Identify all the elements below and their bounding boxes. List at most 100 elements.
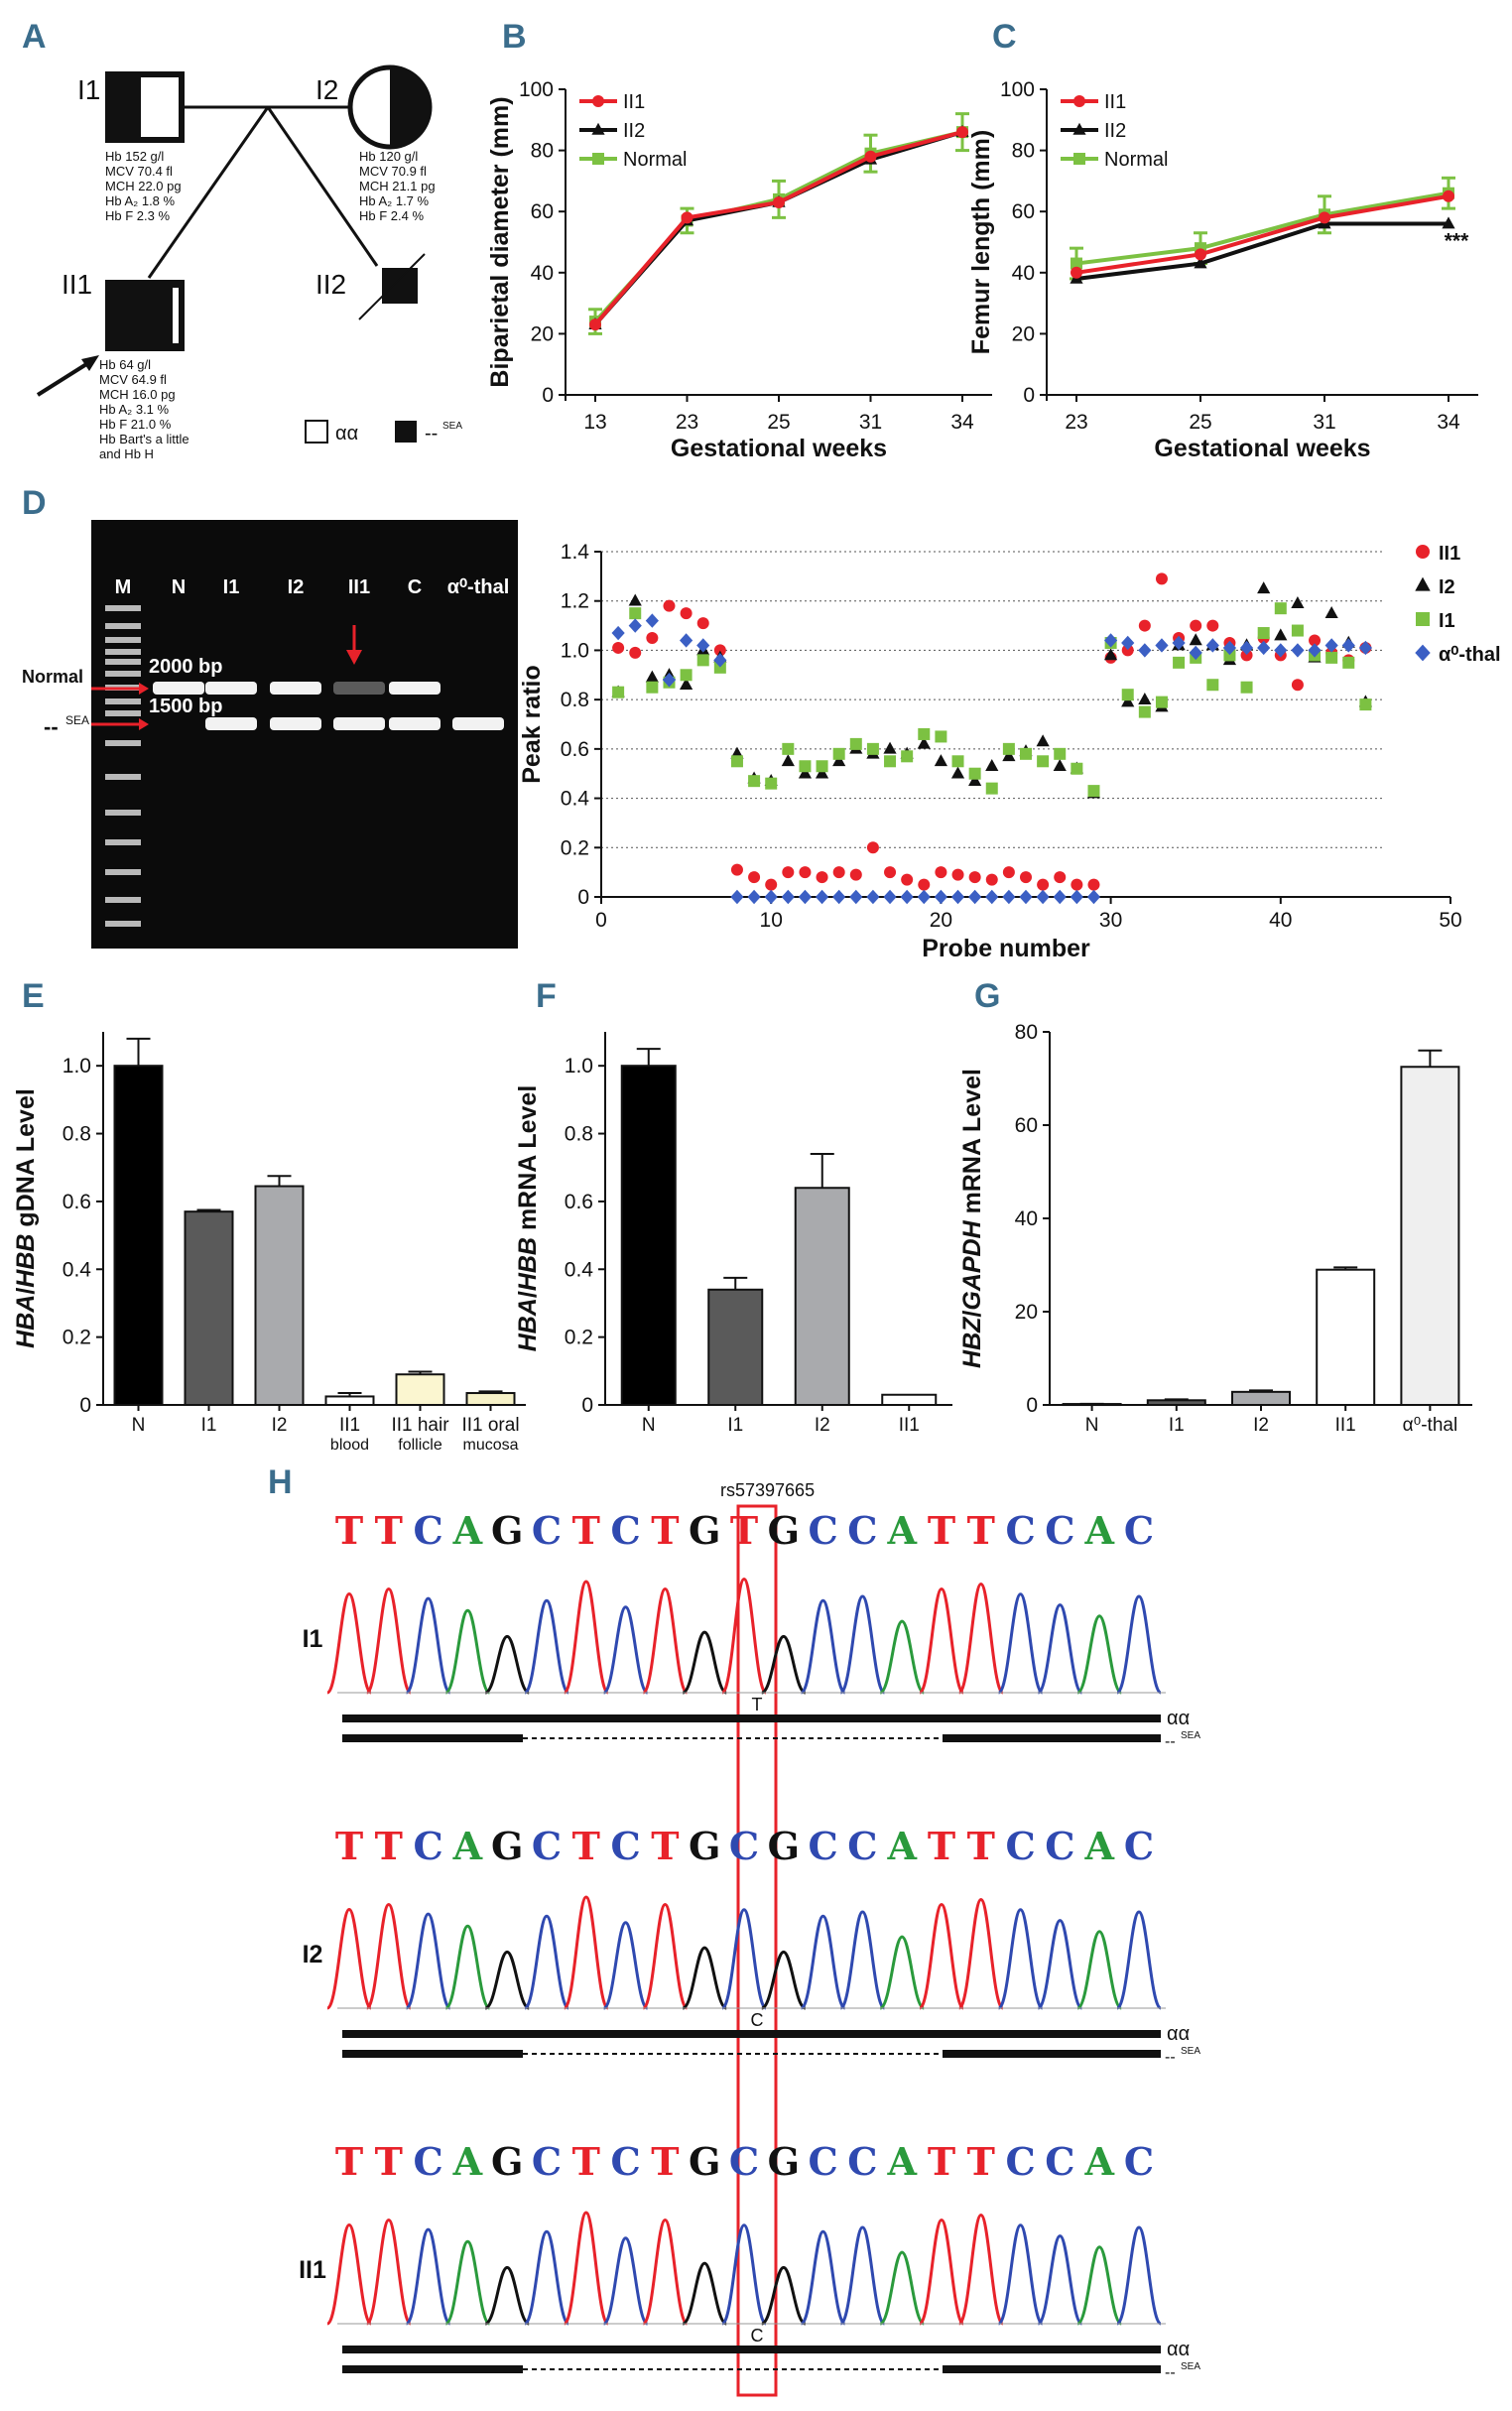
point-I2 [1189, 633, 1202, 646]
base-letter: C [1124, 2139, 1154, 2184]
point-α⁰-thal [696, 638, 710, 653]
base-letter: A [452, 1824, 483, 1868]
point-α⁰-thal [1308, 643, 1322, 658]
point-α⁰-thal [900, 889, 914, 905]
base-call: T [752, 1695, 763, 1714]
legend-label: II1 [1104, 91, 1126, 113]
allele-label-sea-sup: SEA [1181, 1730, 1200, 1741]
base-letter: G [768, 2139, 800, 2184]
gel-size-1500: 1500 bp [149, 696, 222, 717]
pedigree-id-II1: II1 [62, 269, 92, 300]
y-axis-title: HBA/HBB gDNA Level [12, 1088, 40, 1348]
point-α⁰-thal [662, 673, 677, 688]
bar-0 [620, 1065, 677, 1406]
base-letter: A [886, 1824, 917, 1868]
bar-3 [1316, 1268, 1376, 1406]
pedigree-value: MCH 16.0 pg [99, 387, 176, 402]
x-tick-label: 34 [1437, 411, 1460, 434]
point-I2 [1053, 759, 1067, 772]
point-I2 [1291, 596, 1305, 608]
point-I1 [646, 681, 659, 694]
point-II1 [1020, 871, 1032, 884]
point-I1 [816, 760, 828, 773]
legend-sea-box [395, 421, 417, 443]
point-I1 [1121, 689, 1134, 701]
point-I1 [1020, 747, 1032, 760]
point-I1 [1291, 624, 1304, 637]
y-axis-title-part: HBZ [958, 1316, 986, 1368]
ladder-band [105, 698, 141, 704]
base-letter: C [729, 1824, 759, 1868]
y-axis-title-part: HBB [514, 1237, 542, 1291]
significance-annotation: *** [1445, 230, 1469, 253]
allele-label-sea-sup: SEA [1181, 2046, 1200, 2057]
point-α⁰-thal [713, 653, 727, 668]
point-II1 [884, 866, 897, 879]
point-I2 [934, 754, 947, 767]
bar-1 [707, 1288, 764, 1407]
y-tick-label: 0 [542, 384, 554, 407]
pedigree-II2-square [382, 268, 418, 304]
gel-band [270, 717, 321, 730]
y-tick-label: 20 [1012, 322, 1035, 345]
y-tick-label: 0.2 [565, 1327, 593, 1349]
y-axis-title-part: gDNA Level [12, 1088, 40, 1233]
point-I1 [935, 730, 947, 743]
point-α⁰-thal [680, 633, 693, 648]
point-II1 [730, 863, 743, 876]
base-letter: C [847, 1508, 877, 1553]
point-I1 [832, 747, 845, 760]
pedigree-I2-half [390, 67, 430, 147]
allele-bar-sea-left [342, 1734, 523, 1742]
point-I1 [901, 750, 914, 763]
lane-label-1: N [172, 576, 186, 598]
chromatogram-peak [484, 1634, 530, 1695]
gel-band [333, 682, 385, 695]
legend-marker [1416, 545, 1430, 559]
point-II1 [589, 318, 601, 331]
base-letter: T [928, 2139, 955, 2184]
legend-label: II2 [623, 120, 645, 142]
point-I1 [1087, 785, 1100, 798]
point-α⁰-thal [1070, 889, 1083, 905]
x-tick-label: 10 [760, 909, 783, 932]
y-tick-label: 60 [1015, 1114, 1038, 1137]
pedigree-value: Hb 120 g/l [359, 149, 418, 164]
bar-4 [1400, 1066, 1460, 1406]
point-α⁰-thal [1036, 889, 1050, 905]
point-II1 [696, 617, 709, 630]
base-letter: G [689, 1824, 720, 1868]
point-II1 [681, 211, 693, 224]
y-tick-label: 0.6 [565, 1191, 593, 1213]
point-α⁰-thal [1086, 889, 1101, 905]
base-letter: T [651, 1508, 679, 1553]
track-label: II1 [299, 2256, 326, 2284]
point-α⁰-thal [1019, 889, 1033, 905]
pedigree-value: Hb Bart's a little [99, 432, 189, 446]
lane-label-5: C [408, 576, 422, 598]
rsid-label: rs57397665 [720, 1480, 815, 1500]
ladder-band [105, 810, 141, 816]
y-tick-label: 0.4 [63, 1258, 92, 1281]
point-I2 [1324, 605, 1338, 618]
x-tick-label: II1 oral [461, 1415, 519, 1436]
allele-bar-sea-right [943, 1734, 1161, 1742]
x-tick-label: II1 [1335, 1415, 1356, 1436]
x-tick-label: I2 [815, 1415, 830, 1436]
point-II1 [1291, 679, 1304, 692]
legend-sea-sup: SEA [442, 421, 462, 432]
series-line-Normal [1075, 190, 1449, 266]
point-α⁰-thal [611, 625, 625, 641]
x-tick-label: 25 [1189, 411, 1211, 434]
base-letter: T [375, 1508, 403, 1553]
pedigree-value: Hb 64 g/l [99, 357, 151, 372]
base-call: C [751, 2326, 764, 2346]
point-α⁰-thal [764, 889, 778, 905]
point-α⁰-thal [1189, 645, 1202, 661]
chromatogram-peak [1036, 1603, 1083, 1695]
chromatogram-peak [563, 1580, 610, 1695]
base-letter: T [572, 1824, 600, 1868]
point-II1 [849, 868, 862, 881]
gel-band [205, 717, 257, 730]
